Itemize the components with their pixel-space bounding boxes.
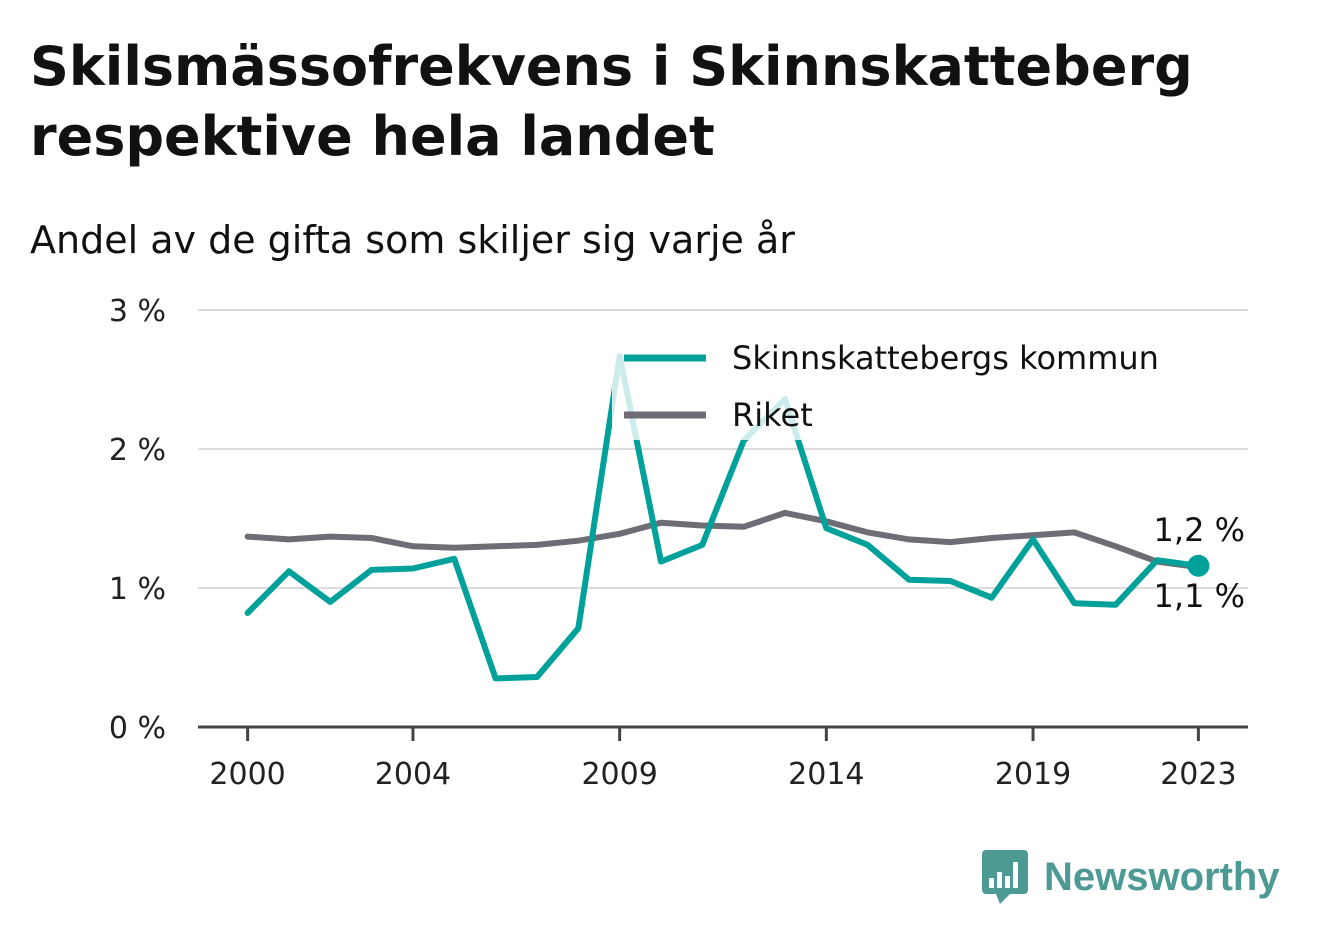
y-axis-ticks: 0 % 1 % 2 % 3 % (109, 294, 166, 746)
x-tick-label: 2014 (788, 757, 864, 792)
x-tick-label: 2023 (1160, 757, 1236, 792)
y-tick-label: 2 % (109, 433, 166, 468)
newsworthy-logo-icon (982, 850, 1028, 904)
chart-subtitle: Andel av de gifta som skiljer sig varje … (30, 218, 795, 262)
series-lines (244, 352, 1210, 682)
y-tick-label: 3 % (109, 294, 166, 329)
legend-label: Riket (732, 396, 813, 434)
x-tick-label: 2019 (995, 757, 1071, 792)
y-tick-label: 0 % (109, 711, 166, 746)
gridlines (198, 309, 1248, 589)
series-line-riket (244, 509, 1202, 571)
brand-name: Newsworthy (1044, 854, 1280, 899)
legend-background (612, 330, 1220, 440)
end-point-marker (1187, 554, 1210, 577)
x-tick-label: 2004 (375, 757, 451, 792)
x-tick-label: 2009 (581, 757, 657, 792)
end-label-riket: 1,1 % (1154, 577, 1245, 615)
chart-title: Skilsmässofrekvens i Skinnskatteberg res… (30, 35, 1193, 168)
brand: Newsworthy (980, 848, 1280, 906)
y-tick-label: 1 % (109, 572, 166, 607)
end-labels: 1,2 % 1,1 % (1154, 511, 1245, 615)
x-axis: 2000 2004 2009 2014 2019 2023 (198, 725, 1248, 792)
x-tick-label: 2000 (209, 757, 285, 792)
end-label-skinnskatteberg: 1,2 % (1154, 511, 1245, 549)
legend: Skinnskattebergs kommun Riket (612, 330, 1220, 440)
series-line-skinnskatteberg (244, 352, 1202, 682)
legend-label: Skinnskattebergs kommun (732, 339, 1159, 377)
